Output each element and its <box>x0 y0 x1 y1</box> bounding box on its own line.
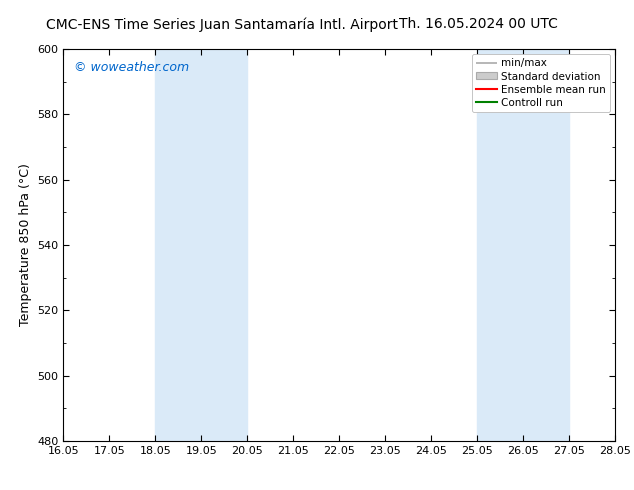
Bar <box>155 49 247 441</box>
Bar <box>477 49 569 441</box>
Legend: min/max, Standard deviation, Ensemble mean run, Controll run: min/max, Standard deviation, Ensemble me… <box>472 54 610 112</box>
Text: CMC-ENS Time Series Juan Santamaría Intl. Airport: CMC-ENS Time Series Juan Santamaría Intl… <box>46 17 398 32</box>
Text: Th. 16.05.2024 00 UTC: Th. 16.05.2024 00 UTC <box>399 17 558 31</box>
Y-axis label: Temperature 850 hPa (°C): Temperature 850 hPa (°C) <box>19 164 32 326</box>
Text: © woweather.com: © woweather.com <box>74 61 190 74</box>
